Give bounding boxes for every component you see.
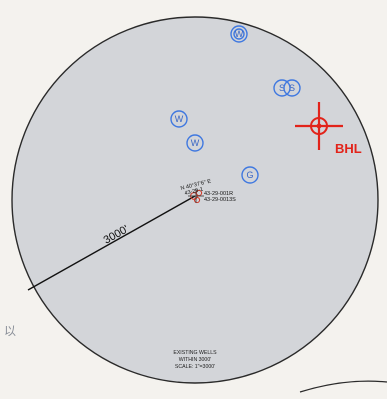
well-id-label: 43-29-001R bbox=[204, 191, 233, 197]
well-symbol-letter: S bbox=[289, 83, 295, 93]
legend-scale: SCALE: 1"=3000' bbox=[175, 364, 215, 370]
well-id-label: 43-29-0013S bbox=[204, 197, 236, 203]
well-id-label: 43-29-1 bbox=[184, 187, 204, 197]
bhl-marker[interactable] bbox=[295, 102, 343, 150]
well-symbol-letter: W bbox=[235, 29, 244, 39]
well-marker[interactable]: W bbox=[170, 110, 188, 128]
bhl-label: BHL bbox=[335, 141, 362, 156]
well-symbol-letter: G bbox=[246, 170, 253, 180]
well-symbol-letter: W bbox=[175, 114, 184, 124]
well-marker[interactable]: G bbox=[241, 166, 259, 184]
legend-subtitle: WITHIN 3000' bbox=[179, 357, 211, 363]
well-symbol-letter: W bbox=[191, 138, 200, 148]
well-symbol-letter: S bbox=[279, 83, 285, 93]
well-marker[interactable]: W bbox=[230, 25, 248, 43]
well-marker[interactable]: W bbox=[186, 134, 204, 152]
margin-mark: 以 bbox=[4, 324, 16, 338]
well-marker[interactable]: S bbox=[283, 79, 301, 97]
legend-title: EXISTING WELLS bbox=[173, 350, 217, 356]
radius-line bbox=[27, 195, 196, 291]
adjacent-circle-arc bbox=[299, 380, 387, 393]
well-marker[interactable]: S bbox=[273, 79, 291, 97]
radius-circle bbox=[11, 16, 379, 384]
